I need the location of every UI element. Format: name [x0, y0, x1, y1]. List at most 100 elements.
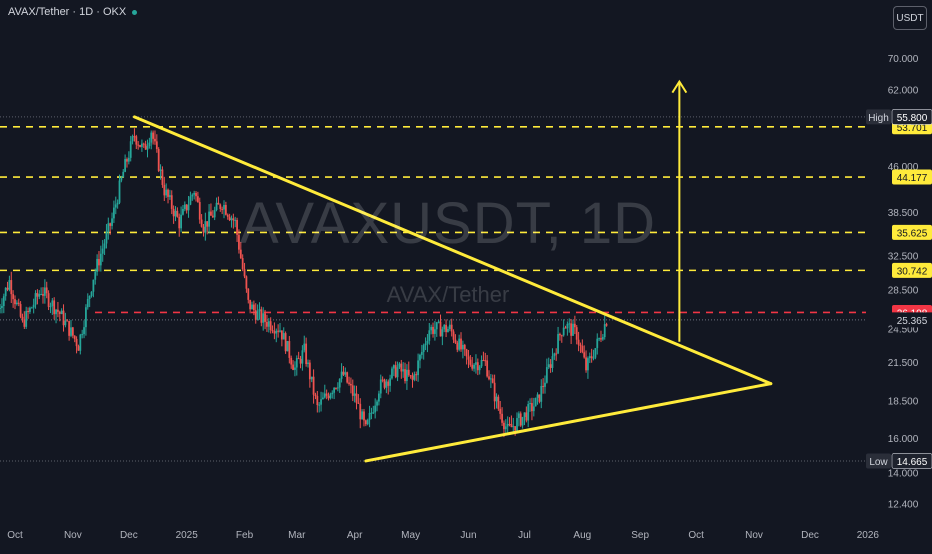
candle-body — [254, 310, 257, 320]
candle-body — [215, 202, 218, 211]
candle-body — [178, 216, 181, 229]
candle-body — [406, 369, 408, 382]
candle-body — [363, 411, 365, 421]
candle-body — [0, 307, 1, 309]
candle-body — [437, 321, 440, 323]
candle-body — [435, 322, 438, 330]
candle-body — [105, 232, 108, 244]
candle-body — [146, 146, 149, 150]
candle-body — [407, 369, 410, 376]
price-axis: 70.000 62.000 46.000 38.500 32.500 28.500 24.5… — [866, 54, 932, 511]
x-tick-label: Dec — [120, 530, 138, 541]
candle-body — [325, 393, 328, 396]
candle-body — [419, 354, 421, 361]
candle-body — [475, 362, 477, 365]
candle-body — [294, 367, 296, 370]
currency-button[interactable]: USDT — [893, 6, 927, 30]
x-tick-label: 2026 — [857, 530, 880, 541]
candle-body — [196, 196, 199, 203]
candle-body — [279, 330, 281, 332]
candle-body — [456, 342, 459, 350]
candle-body — [312, 376, 315, 395]
candle-body — [282, 333, 285, 340]
candle-body — [111, 218, 113, 226]
y-tick-label: 62.000 — [888, 85, 919, 96]
candle-body — [499, 408, 502, 414]
candle-body — [292, 364, 294, 370]
candle-body — [168, 195, 171, 197]
candle-body — [381, 379, 384, 381]
candle-body — [114, 204, 117, 208]
candle-body — [71, 327, 74, 336]
candle-body — [376, 401, 378, 406]
candle-body — [551, 356, 554, 368]
candle-body — [493, 382, 496, 402]
candle-body — [68, 321, 71, 336]
candle-body — [221, 208, 224, 210]
candle-body — [83, 327, 85, 335]
watermark-symbol: AVAXUSDT, 1D — [240, 191, 656, 256]
candle-body — [1, 306, 3, 308]
candle-body — [484, 360, 487, 362]
candle-body — [40, 293, 43, 295]
candle-body — [260, 309, 263, 323]
candle-body — [460, 338, 462, 350]
candle-body — [73, 335, 76, 339]
x-tick-label: Aug — [573, 530, 591, 541]
candle-body — [19, 304, 22, 317]
candle-body — [284, 333, 287, 352]
candle-body — [307, 362, 309, 365]
x-tick-label: Nov — [745, 530, 763, 541]
x-tick-label: Apr — [347, 530, 363, 541]
candle-body — [577, 339, 580, 345]
candle-body — [243, 269, 246, 277]
candle-body — [30, 307, 33, 309]
candle-body — [517, 413, 520, 419]
candle-body — [320, 399, 322, 405]
candle-body — [264, 313, 266, 322]
candle-body — [603, 324, 606, 338]
symbol-header[interactable]: AVAX/Tether · 1D · OKX — [8, 6, 138, 18]
candle-body — [161, 169, 164, 185]
candles-layer — [0, 128, 608, 438]
candle-body — [170, 195, 173, 209]
candle-body — [258, 309, 261, 312]
candle-body — [432, 326, 434, 334]
candle-body — [428, 330, 431, 341]
candle-body — [109, 223, 112, 226]
candle-body — [398, 363, 401, 368]
candle-body — [267, 321, 270, 327]
candle-body — [415, 374, 418, 376]
candle-body — [441, 329, 444, 337]
candle-body — [469, 359, 472, 365]
candle-body — [301, 350, 304, 364]
candle-body — [557, 334, 559, 354]
candle-body — [27, 311, 29, 313]
y-tick-label: 38.500 — [888, 208, 919, 219]
candle-body — [2, 296, 5, 307]
candle-body — [424, 343, 427, 346]
triangle-pattern-layer — [132, 79, 773, 463]
candle-body — [252, 304, 255, 311]
high-value-label — [891, 109, 932, 125]
candle-body — [299, 358, 302, 364]
candle-body — [391, 368, 393, 379]
candle-body — [426, 340, 429, 344]
candle-body — [368, 413, 371, 420]
candle-body — [262, 313, 265, 323]
candle-body — [443, 324, 446, 330]
candle-body — [351, 385, 354, 396]
candle-body — [81, 334, 84, 336]
candle-body — [516, 418, 518, 431]
candle-body — [139, 145, 141, 147]
low-tag — [866, 453, 891, 469]
candle-body — [553, 353, 556, 357]
candle-body — [150, 132, 153, 143]
y-tick-label: 32.500 — [888, 252, 919, 263]
candle-body — [213, 210, 216, 218]
candle-body — [58, 311, 61, 314]
candle-body — [127, 157, 130, 162]
candle-body — [467, 356, 470, 360]
